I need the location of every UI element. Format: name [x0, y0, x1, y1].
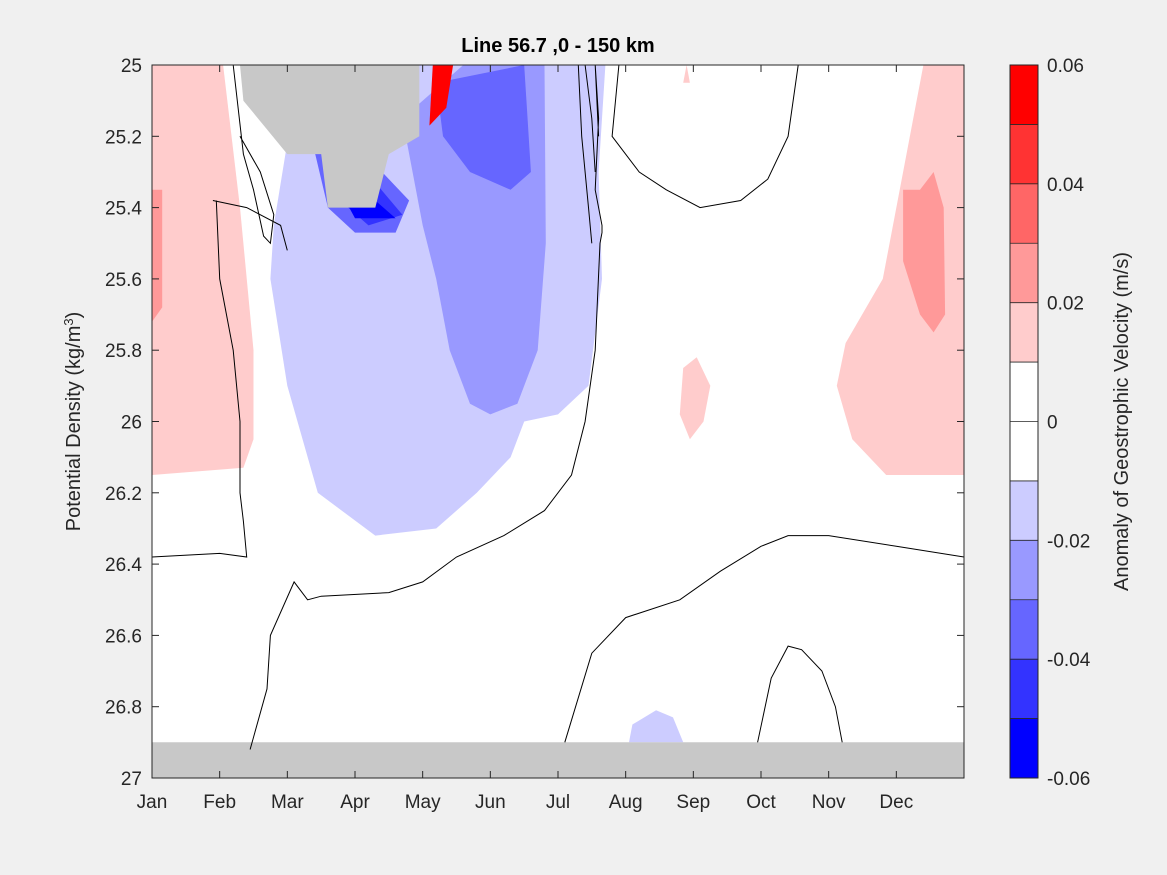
colorbar-swatch: [1010, 124, 1038, 184]
colorbar-swatch: [1010, 183, 1038, 244]
zero-contour-line: [757, 645, 843, 743]
zero-contour-line: [212, 200, 288, 251]
colorbar-tick-label: 0.06: [1047, 56, 1084, 77]
y-axis-title-close: ): [63, 312, 85, 319]
x-tick-label: Sep: [676, 792, 710, 813]
y-axis-title-main: Potential Density (kg/m: [63, 326, 85, 532]
zero-contour-line: [584, 65, 596, 173]
colorbar-tick-label: 0.04: [1047, 175, 1084, 196]
colorbar-swatch: [1010, 659, 1038, 719]
colorbar-label: Anomaly of Geostrophic Velocity (m/s): [1111, 252, 1133, 591]
y-axis-title: Potential Density (kg/m3): [61, 312, 86, 532]
x-tick-label: Feb: [203, 792, 236, 813]
colorbar: 0.06 0.04 0.02 0 -0.02 -0.04 -0.06: [1009, 56, 1091, 790]
anomaly-field: [152, 65, 964, 778]
y-tick-label: 26.4: [105, 555, 142, 576]
masked-region: [152, 742, 964, 778]
colorbar-swatch: [1010, 540, 1038, 600]
x-tick-label: Jun: [475, 792, 506, 813]
y-tick-label: 26.8: [105, 698, 142, 719]
y-tick-label: 26.2: [105, 484, 142, 505]
zero-contour-line: [564, 535, 964, 743]
colorbar-tick-label: 0.02: [1047, 294, 1084, 315]
y-tick-label: 25.8: [105, 341, 142, 362]
x-tick-label: Jul: [546, 792, 570, 813]
y-axis-title-sup: 3: [61, 318, 76, 325]
anomaly-region: [152, 189, 163, 322]
x-tick-label: Nov: [812, 792, 846, 813]
zero-contour-line: [232, 65, 275, 245]
y-tick-label: 25.6: [105, 270, 142, 291]
anomaly-region: [629, 710, 684, 743]
y-tick-label: 26.6: [105, 626, 142, 647]
y-tick-label: 25: [121, 56, 142, 77]
anomaly-region: [903, 172, 946, 333]
anomaly-region: [436, 65, 531, 190]
plot-area: [151, 64, 965, 779]
colorbar-swatch: [1010, 362, 1038, 422]
x-tick-label: Dec: [879, 792, 913, 813]
colorbar-tick-label: -0.06: [1047, 769, 1090, 790]
colorbar-tick-label: -0.04: [1047, 650, 1091, 671]
colorbar-swatch: [1010, 599, 1038, 660]
zero-contour-line: [577, 65, 593, 244]
colorbar-swatch: [1010, 243, 1038, 303]
masked-region: [240, 65, 420, 208]
colorbar-swatch: [1010, 480, 1038, 541]
zero-contour-line: [152, 200, 248, 558]
x-tick-label: Aug: [609, 792, 643, 813]
y-tick-label: 26: [121, 413, 142, 434]
y-tick-label: 27: [121, 769, 142, 790]
colorbar-tick-label: 0: [1047, 413, 1058, 434]
x-tick-label: Oct: [746, 792, 776, 813]
y-tick-label: 25.4: [105, 199, 142, 220]
anomaly-region: [836, 65, 964, 475]
x-tick-label: Mar: [271, 792, 304, 813]
x-axis: Jan Feb Mar Apr May Jun Jul Aug Sep Oct Nov Dec: [137, 65, 913, 813]
anomaly-region: [679, 357, 711, 440]
anomaly-region: [152, 65, 254, 475]
colorbar-swatch: [1010, 421, 1038, 481]
zero-contour-line: [611, 65, 799, 209]
anomaly-region: [683, 65, 690, 83]
y-axis: 25 25.2 25.4 25.6 25.8 26 26.2 26.4 26.6 26.8 27: [105, 56, 964, 790]
x-tick-label: May: [405, 792, 441, 813]
chart-title: Line 56.7 ,0 - 150 km: [461, 35, 654, 57]
colorbar-tick-label: -0.02: [1047, 531, 1090, 552]
colorbar-swatch: [1010, 718, 1038, 778]
colorbar-swatch: [1010, 302, 1038, 363]
anomaly-region: [429, 65, 454, 126]
colorbar-swatch: [1010, 65, 1038, 125]
zero-contour-line: [249, 65, 603, 750]
y-tick-label: 25.2: [105, 127, 142, 148]
zero-contours: [152, 65, 964, 750]
colorbar-frame: [1009, 64, 1039, 779]
x-tick-label: Apr: [340, 792, 370, 813]
x-tick-label: Jan: [137, 792, 168, 813]
